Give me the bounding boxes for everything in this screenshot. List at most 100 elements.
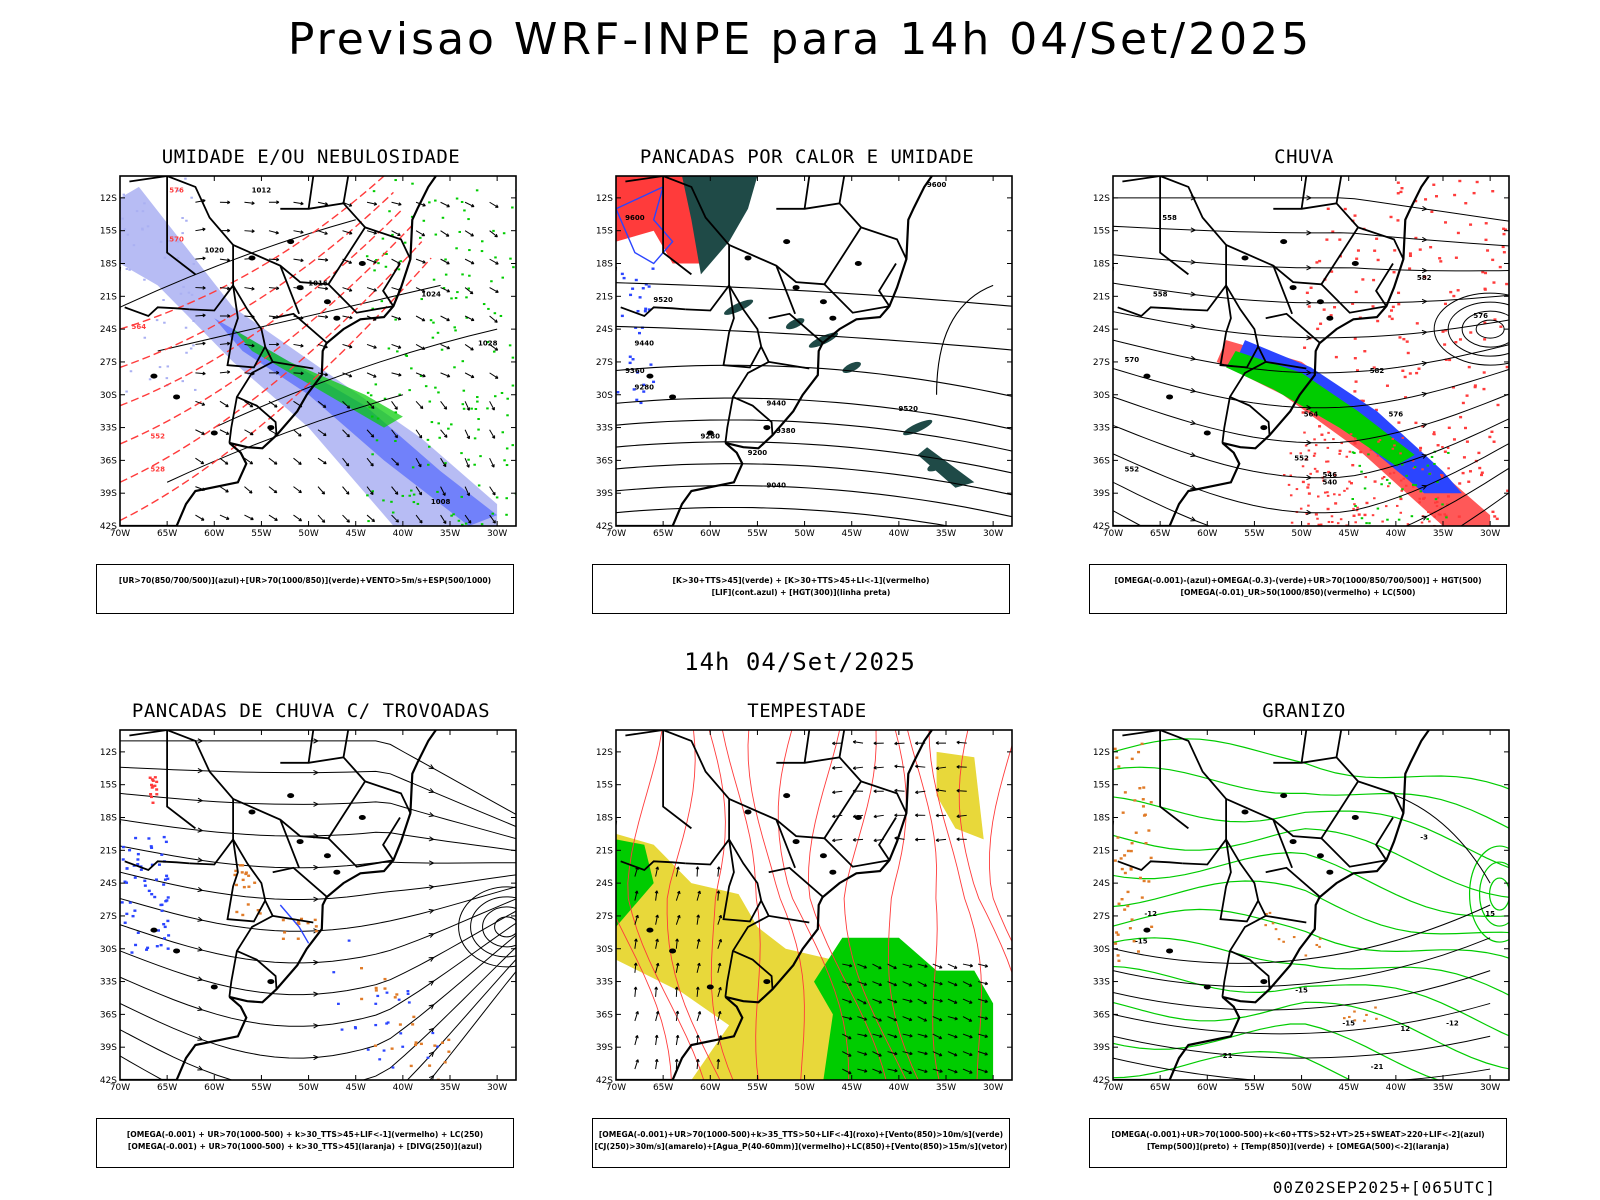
- divergence-spot: [163, 878, 167, 881]
- omega-spot: [1126, 890, 1130, 894]
- divergence-spot: [164, 899, 168, 903]
- omega-spot: [1138, 876, 1142, 880]
- divergence-spot: [160, 853, 164, 856]
- humidity-speckle: [180, 264, 184, 267]
- panel-umidade: UMIDADE E/OU NEBULOSIDADE 1012 1020 1016 10…: [96, 146, 526, 636]
- wind-vector: [842, 998, 853, 1004]
- rain-area: [1372, 366, 1376, 369]
- lat-tick-label: 42S: [100, 1076, 117, 1086]
- streamline-arrow: [428, 933, 435, 938]
- temp-850-contour: [1113, 828, 1509, 898]
- wind-vector: [415, 344, 426, 350]
- lon-tick-label: 70W: [606, 1083, 626, 1093]
- rain-area: [1475, 180, 1479, 184]
- country-border: [1229, 950, 1271, 990]
- lake-shape: [173, 394, 181, 400]
- lake-shape: [792, 839, 800, 845]
- country-border: [1300, 176, 1308, 209]
- humidity-speckle: [190, 196, 193, 199]
- rain-area: [1327, 520, 1331, 523]
- map-frame: [119, 729, 517, 1081]
- rain-area: [1376, 454, 1380, 457]
- lake-shape: [1289, 285, 1297, 291]
- rain-area: [1456, 289, 1460, 292]
- lake-shape: [854, 815, 862, 820]
- rain-area: [1338, 238, 1342, 241]
- streamline-850: [989, 743, 1012, 943]
- humidity-speckle: [129, 370, 133, 373]
- divergence-spot: [139, 868, 143, 871]
- lake-shape: [1203, 430, 1211, 436]
- map-layer: [616, 730, 1012, 1080]
- streamline-arrow: [428, 764, 435, 770]
- country-border: [860, 780, 908, 814]
- rain-area: [1351, 463, 1355, 467]
- rain-area: [1505, 282, 1509, 286]
- humidity-speckle: [162, 299, 165, 302]
- wind-vector: [268, 257, 280, 262]
- wind-vector: [489, 457, 495, 468]
- lon-tick-label: 60W: [700, 1083, 720, 1093]
- convective-spot: [383, 977, 387, 981]
- contour-label: 9600: [927, 181, 947, 189]
- rain-area: [1382, 476, 1386, 479]
- wind-vector: [894, 764, 905, 769]
- humidity-speckle: [505, 464, 509, 467]
- convective-spot: [447, 1050, 451, 1053]
- wind-vector: [842, 981, 853, 986]
- divergence-spot: [147, 889, 151, 893]
- wind-vector: [489, 429, 496, 439]
- humidity-speckle: [419, 236, 422, 239]
- rain-area: [1389, 309, 1393, 312]
- lifted-index-spot: [631, 358, 635, 361]
- streamline-arrow: [1190, 484, 1196, 490]
- humidity-speckle: [158, 366, 162, 369]
- lon-tick-label: 35W: [1433, 529, 1453, 539]
- wind-vector: [977, 1016, 989, 1021]
- wind-vector: [857, 1033, 868, 1038]
- thunderstorm-spot: [155, 780, 159, 784]
- lifted-index-spot: [635, 398, 639, 402]
- convective-area: [723, 299, 754, 315]
- streamline-arrow: [1190, 420, 1196, 426]
- humidity-speckle: [383, 397, 387, 400]
- rain-area: [1329, 314, 1333, 317]
- humidity-speckle: [182, 285, 185, 288]
- humidity-speckle: [461, 403, 465, 406]
- lon-tick-label: 65W: [653, 1083, 673, 1093]
- humidity-speckle: [181, 380, 185, 383]
- wind-vector: [977, 981, 989, 986]
- wind-vector: [962, 1068, 973, 1074]
- omega-speckle: [1430, 455, 1434, 458]
- omega-spot: [1147, 880, 1151, 883]
- rain-area: [1372, 278, 1376, 282]
- wind-vector: [917, 1068, 928, 1074]
- lon-tick-label: 30W: [487, 529, 507, 539]
- omega-speckle: [1354, 505, 1357, 508]
- lake-shape: [323, 853, 331, 859]
- lake-shape: [706, 430, 714, 436]
- wind-vector: [366, 400, 375, 409]
- rain-area: [1464, 202, 1468, 205]
- humidity-speckle: [181, 232, 184, 235]
- wind-vector: [219, 341, 231, 346]
- omega-speckle: [1367, 453, 1370, 456]
- streamline-850: [958, 730, 1012, 975]
- humidity-speckle: [492, 350, 496, 353]
- wind-vector: [342, 457, 350, 467]
- rain-area: [1353, 503, 1356, 506]
- wind-vector: [852, 766, 864, 770]
- divergence-spot: [133, 909, 137, 912]
- wind-vector: [219, 514, 230, 520]
- country-border: [878, 263, 897, 307]
- streamline-arrow: [197, 1096, 202, 1100]
- rain-area: [1361, 399, 1365, 403]
- thunderstorm-spot: [155, 788, 159, 791]
- wind-vector: [268, 514, 278, 521]
- lon-tick-label: 55W: [1244, 529, 1264, 539]
- omega-speckle: [1436, 481, 1439, 484]
- convective-spot: [433, 1044, 437, 1047]
- wind-vector: [366, 457, 374, 467]
- omega-spot: [1140, 742, 1144, 746]
- lon-tick-label: 55W: [1244, 1083, 1264, 1093]
